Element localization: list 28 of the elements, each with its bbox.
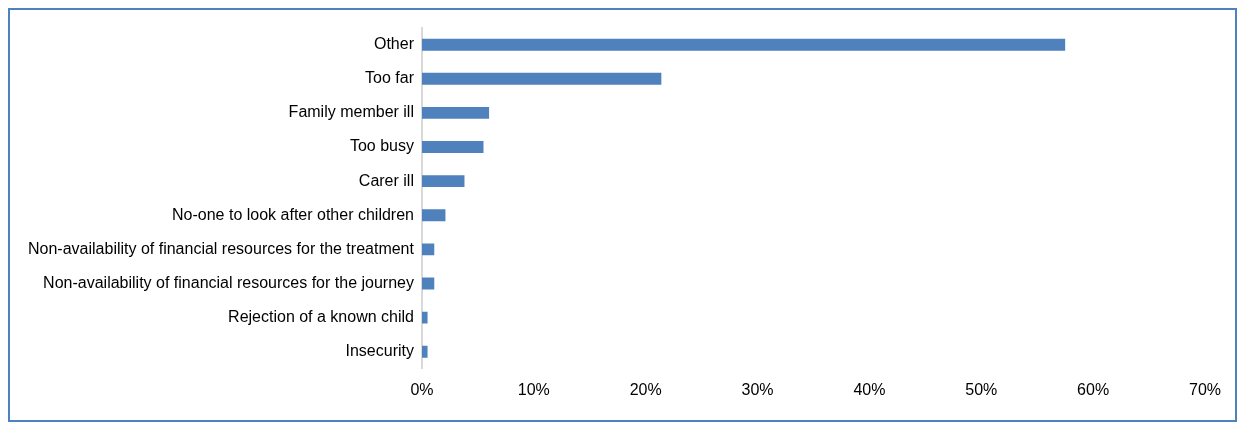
y-tick-label: No-one to look after other children bbox=[172, 205, 414, 223]
x-tick-label: 30% bbox=[741, 380, 774, 398]
x-tick-label: 60% bbox=[1077, 380, 1110, 398]
bar bbox=[421, 72, 662, 85]
x-tick-label: 0% bbox=[410, 380, 434, 398]
bar bbox=[421, 38, 1066, 51]
bar bbox=[421, 311, 428, 324]
x-tick-label: 40% bbox=[853, 380, 886, 398]
bar bbox=[421, 277, 435, 290]
bar bbox=[421, 141, 484, 153]
y-tick-label: Other bbox=[373, 35, 415, 53]
y-tick-label: Carer ill bbox=[358, 171, 414, 189]
bar bbox=[421, 345, 428, 358]
x-tick-label: 10% bbox=[517, 380, 550, 398]
y-tick-label: Too busy bbox=[349, 137, 414, 155]
y-tick-label: Rejection of a known child bbox=[228, 308, 414, 326]
x-tick-label: 70% bbox=[1188, 380, 1222, 398]
x-tick-label: 50% bbox=[965, 380, 998, 398]
bar bbox=[421, 175, 465, 188]
y-tick-label: Non-availability of financial resources for the journey bbox=[43, 273, 414, 291]
bar bbox=[421, 243, 435, 256]
bar bbox=[421, 106, 490, 119]
y-tick-label: Too far bbox=[365, 69, 415, 87]
y-tick-label: Non-availability of financial resources for the treatment bbox=[27, 239, 415, 257]
x-tick-label: 20% bbox=[629, 380, 662, 398]
y-tick-label: Family member ill bbox=[288, 103, 414, 121]
y-tick-label: Insecurity bbox=[345, 342, 414, 360]
bar bbox=[421, 209, 446, 222]
